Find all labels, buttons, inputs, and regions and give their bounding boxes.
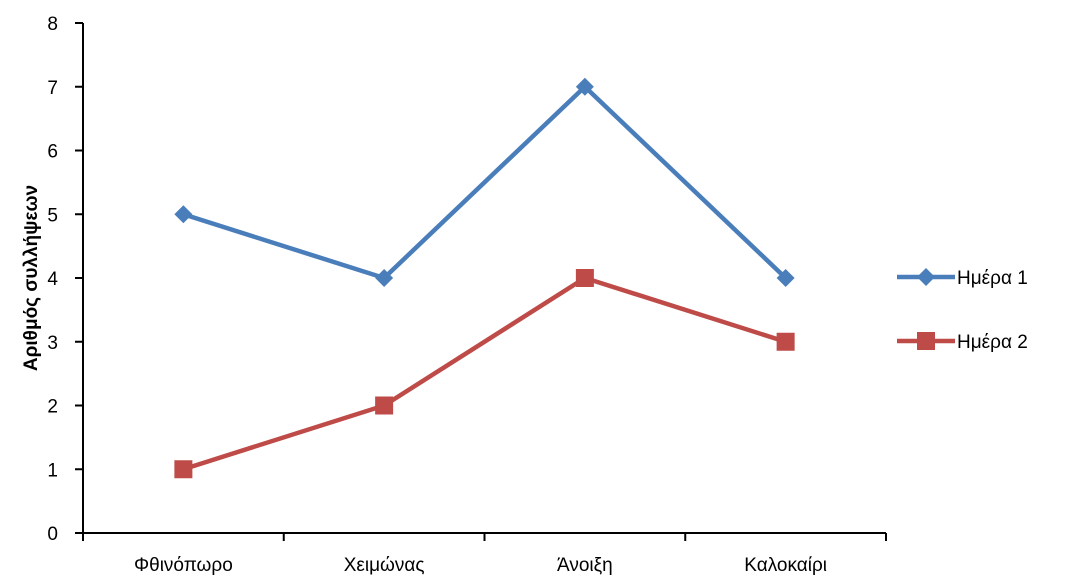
legend-marker [917,332,935,350]
series-1 [174,77,795,287]
y-tick-label: 3 [47,333,58,354]
y-tick-label: 0 [47,524,58,545]
data-point [776,332,795,351]
x-tick-label: Άνοιξη [557,555,613,576]
data-point [575,269,594,287]
legend-label: Ημέρα 2 [957,332,1028,353]
legend-item: Ημέρα 2 [897,332,1028,353]
y-tick-label: 7 [47,78,58,99]
legend: Ημέρα 1 Ημέρα 2 [897,268,1028,353]
axes [82,23,886,534]
legend-label: Ημέρα 1 [957,268,1028,289]
legend-item: Ημέρα 1 [897,268,1028,289]
series [174,77,795,479]
y-tick-label: 8 [47,14,58,35]
data-point [375,269,394,287]
series-line [182,84,788,281]
data-point [575,77,594,96]
y-axis-ticks: 0 1 2 3 4 5 6 7 8 [47,14,83,545]
data-point [776,269,795,287]
y-axis-title: Αριθμός συλλήψεων [21,185,42,371]
x-tick-label: Φθινόπωρο [134,555,233,576]
y-tick-label: 2 [47,397,58,418]
x-tick-label: Χειμώνας [344,555,425,576]
x-tick-label: Καλοκαίρι [744,555,827,576]
y-tick-label: 1 [47,460,58,481]
data-point [174,205,193,224]
legend-marker [917,268,935,286]
y-tick-label: 6 [47,142,58,163]
data-point [174,460,193,479]
series-line [182,275,787,472]
x-axis-ticks: Φθινόπωρο Χειμώνας Άνοιξη Καλοκαίρι [82,533,887,576]
y-tick-label: 5 [47,205,58,226]
series-2 [174,269,795,479]
y-tick-label: 4 [47,269,58,290]
data-point [375,396,394,415]
